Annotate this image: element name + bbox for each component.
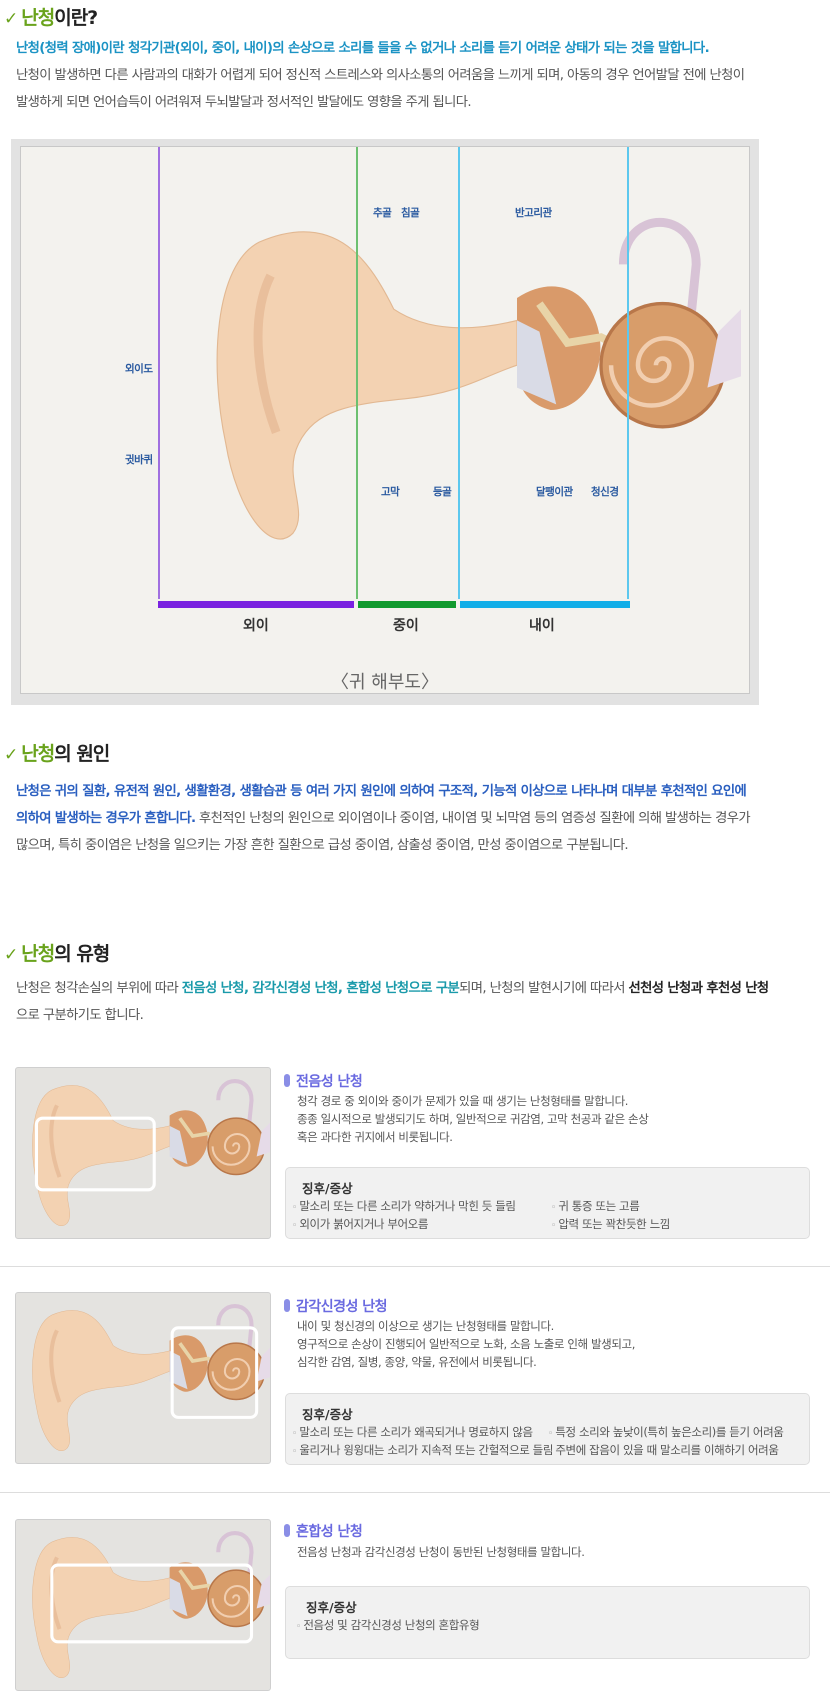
symptom-title: 징후/증상 bbox=[302, 1407, 353, 1422]
body-text: 난청이 발생하면 다른 사람과의 대화가 어렵게 되어 정신적 스트레스와 의사… bbox=[16, 68, 745, 83]
label-auditory-nerve: 청신경 bbox=[591, 486, 619, 498]
inner-ear-bar bbox=[460, 601, 630, 608]
conductive-thumbnail bbox=[15, 1067, 271, 1239]
diagram-caption: 〈귀 해부도〉 bbox=[331, 672, 439, 693]
outer-ear-bar bbox=[158, 601, 354, 608]
type-description: 청각 경로 중 외이와 중이가 문제가 있을 때 생기는 난청형태를 말합니다.… bbox=[297, 1092, 649, 1146]
body-text: 발생하게 되면 언어습득이 어려워져 두뇌발달과 정서적인 발달에도 영향을 주… bbox=[16, 95, 472, 110]
symptom-title: 징후/증상 bbox=[306, 1600, 357, 1615]
middle-ear-line bbox=[356, 147, 358, 599]
title-highlight: 난청 bbox=[21, 7, 55, 29]
pill-icon bbox=[284, 1299, 290, 1312]
label-malleus: 추골 bbox=[373, 207, 392, 219]
highlight-text: 의하여 발생하는 경우가 흔합니다. bbox=[16, 811, 196, 826]
type-title: 감각신경성 난청 bbox=[284, 1296, 388, 1316]
ear-anatomy-diagram: 외이 중이 내이 외이도 귓바퀴 추골 침골 반고리관 고막 등골 달팽이관 청… bbox=[11, 139, 759, 705]
title-rest: 의 유형 bbox=[54, 943, 110, 965]
symptom-item: 말소리 또는 다른 소리가 약하거나 막힌 듯 들림 bbox=[292, 1198, 516, 1214]
section-title-what-is-hearing-loss: ✓ 난청이란? bbox=[4, 3, 98, 30]
divider bbox=[0, 1492, 830, 1493]
symptom-item: 전음성 및 감각신경성 난청의 혼합유형 bbox=[296, 1617, 479, 1633]
middle-ear-label: 중이 bbox=[393, 618, 419, 634]
causes-text: 많으며, 특히 중이염은 난청을 일으키는 가장 흔한 질환으로 급성 중이염,… bbox=[16, 838, 629, 853]
label-auricle: 귓바퀴 bbox=[125, 454, 153, 466]
desc-line: 청각 경로 중 외이와 중이가 문제가 있을 때 생기는 난청형태를 말합니다. bbox=[297, 1094, 629, 1108]
type-title-text: 전음성 난청 bbox=[296, 1074, 363, 1090]
desc-line: 심각한 감염, 질병, 종양, 약물, 유전에서 비롯됩니다. bbox=[297, 1355, 537, 1369]
definition-text: 난청(청력 장애)이란 청각기관(외이, 중이, 내이)의 손상으로 소리를 들… bbox=[16, 41, 710, 56]
symptom-item: 말소리 또는 다른 소리가 왜곡되거나 명료하지 않음 bbox=[292, 1424, 533, 1440]
type-title-text: 혼합성 난청 bbox=[296, 1524, 363, 1540]
causes-text: 난청은 귀의 질환, 유전적 원인, 생활환경, 생활습관 등 여러 가지 원인… bbox=[16, 784, 747, 799]
body-text: 후천적인 난청의 원인으로 외이염이나 중이염, 내이염 및 뇌막염 등의 염증… bbox=[195, 811, 751, 826]
title-highlight: 난청 bbox=[21, 743, 55, 765]
type-title-text: 감각신경성 난청 bbox=[296, 1299, 388, 1315]
sensorineural-thumbnail bbox=[15, 1292, 271, 1464]
label-cochlea: 달팽이관 bbox=[536, 486, 573, 498]
highlight-text: 전음성 난청, 감각신경성 난청, 혼합성 난청으로 구분 bbox=[181, 981, 460, 996]
title-rest: 의 원인 bbox=[54, 743, 110, 765]
label-incus: 침골 bbox=[401, 207, 420, 219]
label-semicircular-canals: 반고리관 bbox=[515, 207, 552, 219]
symptom-item: 주변에 잡음이 있을 때 말소리를 이해하기 어려움 bbox=[548, 1442, 779, 1458]
bold-text: 선천성 난청과 후천성 난청 bbox=[628, 981, 770, 996]
type-title: 혼합성 난청 bbox=[284, 1521, 363, 1541]
section-title-types: ✓ 난청의 유형 bbox=[4, 939, 110, 966]
inner-ear-line bbox=[458, 147, 460, 599]
inner-ear-label: 내이 bbox=[529, 618, 555, 634]
body-text: 되며, 난청의 발현시기에 따라서 bbox=[459, 981, 629, 996]
symptom-box: 징후/증상 말소리 또는 다른 소리가 약하거나 막힌 듯 들림 외이가 붉어지… bbox=[285, 1167, 810, 1239]
type-description: 내이 및 청신경의 이상으로 생기는 난청형태를 말합니다. 영구적으로 손상이 … bbox=[297, 1317, 635, 1371]
body-text: 난청은 청각손실의 부위에 따라 bbox=[16, 981, 182, 996]
outer-ear-label: 외이 bbox=[243, 618, 269, 634]
pill-icon bbox=[284, 1524, 290, 1537]
symptom-item: 특정 소리와 높낮이(특히 높은소리)를 듣기 어려움 bbox=[548, 1424, 783, 1440]
mixed-thumbnail bbox=[15, 1519, 271, 1691]
desc-line: 내이 및 청신경의 이상으로 생기는 난청형태를 말합니다. bbox=[297, 1319, 554, 1333]
section-title-causes: ✓ 난청의 원인 bbox=[4, 739, 110, 766]
type-title: 전음성 난청 bbox=[284, 1071, 363, 1091]
symptom-item: 귀 통증 또는 고름 bbox=[551, 1198, 639, 1214]
symptom-box: 징후/증상 말소리 또는 다른 소리가 왜곡되거나 명료하지 않음 울리거나 윙… bbox=[285, 1393, 810, 1465]
desc-line: 혹은 과다한 귀지에서 비롯됩니다. bbox=[297, 1130, 453, 1144]
ear-anatomy-illustration bbox=[181, 197, 741, 567]
title-highlight: 난청 bbox=[21, 943, 55, 965]
desc-line: 전음성 난청과 감각신경성 난청이 동반된 난청형태를 말합니다. bbox=[297, 1545, 585, 1559]
symptom-title: 징후/증상 bbox=[302, 1181, 353, 1196]
symptom-item: 울리거나 윙윙대는 소리가 지속적 또는 간헐적으로 들림 bbox=[292, 1442, 553, 1458]
symptom-item: 외이가 붉어지거나 부어오름 bbox=[292, 1216, 428, 1232]
inner-ear-end-line bbox=[627, 147, 629, 599]
types-intro: 난청은 청각손실의 부위에 따라 전음성 난청, 감각신경성 난청, 혼합성 난… bbox=[16, 975, 769, 1002]
desc-line: 영구적으로 손상이 진행되어 일반적으로 노화, 소음 노출로 인해 발생되고, bbox=[297, 1337, 635, 1351]
type-description: 전음성 난청과 감각신경성 난청이 동반된 난청형태를 말합니다. bbox=[297, 1543, 585, 1561]
check-icon: ✓ bbox=[4, 945, 18, 965]
symptom-box: 징후/증상 전음성 및 감각신경성 난청의 혼합유형 bbox=[285, 1586, 810, 1659]
label-eardrum: 고막 bbox=[381, 486, 400, 498]
causes-text: 의하여 발생하는 경우가 흔합니다. 후천적인 난청의 원인으로 외이염이나 중… bbox=[16, 805, 751, 832]
outer-ear-line bbox=[158, 147, 160, 599]
symptom-item: 압력 또는 꽉찬듯한 느낌 bbox=[551, 1216, 670, 1232]
title-rest: 이란? bbox=[54, 7, 98, 29]
desc-line: 종종 일시적으로 발생되기도 하며, 일반적으로 귀감염, 고막 천공과 같은 … bbox=[297, 1112, 649, 1126]
label-ear-canal: 외이도 bbox=[125, 363, 153, 375]
pill-icon bbox=[284, 1074, 290, 1087]
check-icon: ✓ bbox=[4, 9, 18, 29]
check-icon: ✓ bbox=[4, 745, 18, 765]
middle-ear-bar bbox=[358, 601, 456, 608]
divider bbox=[0, 1266, 830, 1267]
types-intro: 으로 구분하기도 합니다. bbox=[16, 1008, 144, 1023]
label-stapes: 등골 bbox=[433, 486, 452, 498]
